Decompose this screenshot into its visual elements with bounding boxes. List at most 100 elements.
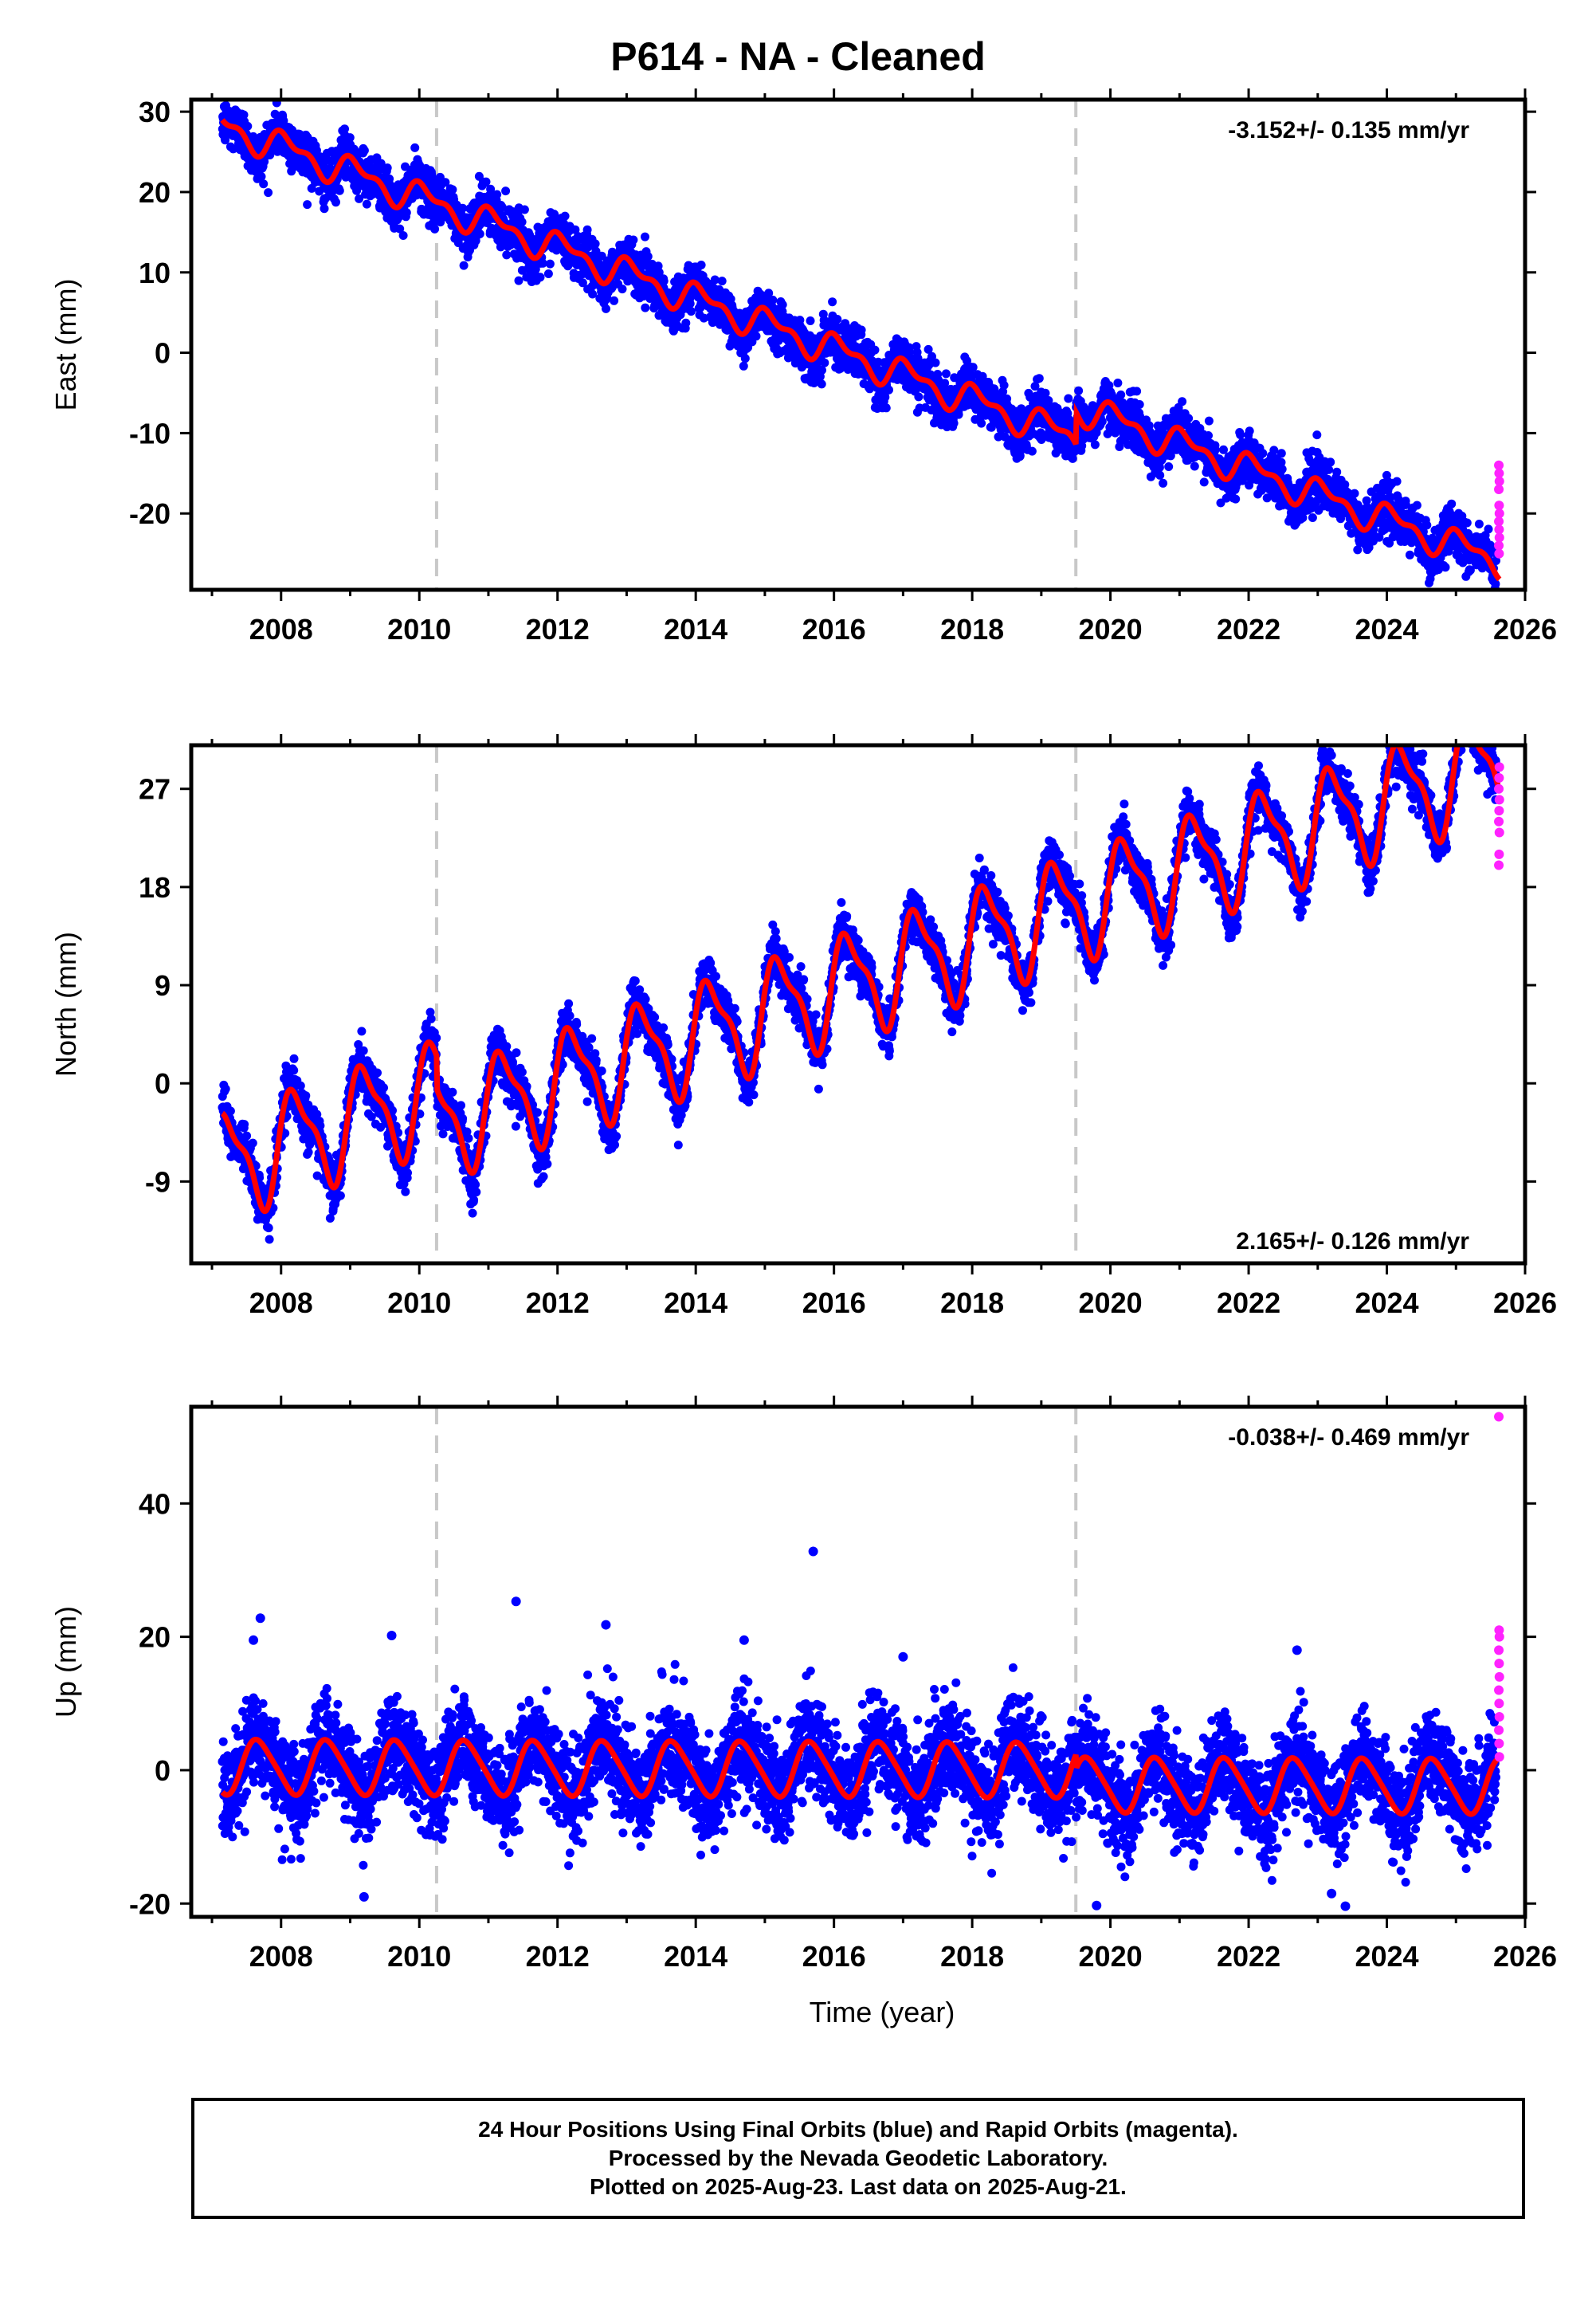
data-point bbox=[1132, 387, 1142, 396]
data-point bbox=[710, 275, 720, 285]
data-point bbox=[264, 188, 273, 198]
data-point bbox=[588, 289, 598, 299]
data-point bbox=[359, 146, 369, 155]
data-point bbox=[870, 345, 880, 355]
data-point bbox=[1074, 386, 1084, 395]
data-point bbox=[560, 211, 570, 221]
data-point bbox=[1258, 449, 1268, 458]
data-point bbox=[578, 278, 587, 288]
data-point bbox=[1090, 440, 1100, 450]
data-point bbox=[1308, 513, 1317, 522]
data-point bbox=[1135, 400, 1144, 409]
data-point bbox=[362, 199, 371, 209]
page-title: P614 - NA - Cleaned bbox=[610, 34, 986, 79]
data-point bbox=[1116, 390, 1126, 399]
data-point bbox=[502, 250, 512, 260]
data-point bbox=[1236, 430, 1245, 439]
data-point bbox=[1210, 445, 1220, 454]
data-point bbox=[685, 299, 695, 308]
data-point bbox=[355, 194, 364, 203]
data-point bbox=[1199, 477, 1209, 487]
data-point bbox=[1068, 454, 1077, 463]
data-point bbox=[582, 225, 592, 234]
data-point bbox=[331, 198, 340, 207]
data-point bbox=[643, 252, 653, 261]
data-point bbox=[949, 418, 959, 428]
data-point bbox=[501, 187, 511, 196]
data-point bbox=[817, 379, 826, 389]
data-point bbox=[492, 190, 502, 199]
data-point bbox=[335, 186, 344, 195]
data-point bbox=[1184, 414, 1194, 423]
data-point bbox=[1178, 397, 1187, 406]
data-point bbox=[410, 143, 420, 152]
data-point bbox=[279, 116, 288, 125]
data-point bbox=[641, 232, 649, 242]
data-point bbox=[768, 295, 778, 304]
data-point bbox=[881, 403, 891, 413]
data-point bbox=[1324, 465, 1334, 474]
data-point bbox=[999, 380, 1009, 390]
data-point bbox=[1113, 379, 1123, 387]
data-point bbox=[696, 261, 706, 269]
data-point bbox=[320, 204, 329, 214]
data-point bbox=[531, 265, 540, 274]
data-point bbox=[641, 303, 650, 312]
data-point bbox=[740, 354, 750, 363]
data-point bbox=[654, 268, 664, 277]
data-point bbox=[1312, 430, 1322, 440]
data-point bbox=[303, 200, 312, 210]
data-point bbox=[1332, 467, 1342, 477]
data-point bbox=[257, 172, 266, 181]
data-point bbox=[475, 230, 484, 238]
data-point bbox=[739, 361, 748, 371]
data-point bbox=[1245, 426, 1254, 436]
data-point bbox=[717, 277, 727, 286]
data-point bbox=[535, 273, 545, 282]
data-point bbox=[1204, 416, 1214, 426]
data-point bbox=[218, 82, 227, 91]
data-point bbox=[1155, 463, 1164, 472]
data-point bbox=[1002, 394, 1012, 403]
data-point bbox=[778, 300, 787, 309]
data-point bbox=[659, 277, 669, 286]
data-point bbox=[239, 110, 249, 120]
data-point bbox=[629, 235, 638, 245]
data-point bbox=[398, 231, 408, 240]
data-point bbox=[1277, 465, 1287, 474]
data-point bbox=[514, 276, 524, 285]
data-point bbox=[221, 135, 230, 145]
data-point bbox=[1392, 477, 1402, 486]
data-point bbox=[538, 258, 547, 268]
data-point bbox=[441, 178, 450, 187]
data-point bbox=[543, 269, 553, 278]
data-point bbox=[545, 259, 555, 269]
data-point bbox=[1204, 431, 1213, 440]
data-point bbox=[1326, 457, 1335, 467]
data-point bbox=[448, 185, 457, 194]
data-point bbox=[481, 177, 491, 187]
data-point bbox=[914, 392, 923, 402]
data-point bbox=[618, 285, 627, 294]
data-point bbox=[1190, 461, 1199, 471]
data-point bbox=[430, 224, 440, 234]
data-point bbox=[243, 121, 253, 131]
data-point bbox=[270, 109, 280, 119]
final-orbit-points bbox=[218, 82, 1500, 590]
data-point bbox=[681, 318, 691, 328]
data-point bbox=[458, 203, 468, 213]
data-point bbox=[571, 225, 580, 234]
east-chart: 2008 2010 2012 2014 2016 2018 2020 2022 2024 2026… bbox=[49, 82, 1557, 646]
data-point bbox=[857, 325, 866, 335]
data-point bbox=[1164, 462, 1174, 471]
data-point bbox=[345, 133, 355, 143]
data-point bbox=[602, 304, 610, 313]
data-point bbox=[1159, 478, 1168, 488]
data-point bbox=[828, 297, 837, 307]
data-point bbox=[1276, 449, 1286, 458]
data-point bbox=[402, 208, 411, 218]
data-point bbox=[340, 124, 349, 134]
data-point bbox=[751, 332, 761, 341]
data-point bbox=[1064, 394, 1073, 403]
data-point bbox=[520, 205, 529, 214]
